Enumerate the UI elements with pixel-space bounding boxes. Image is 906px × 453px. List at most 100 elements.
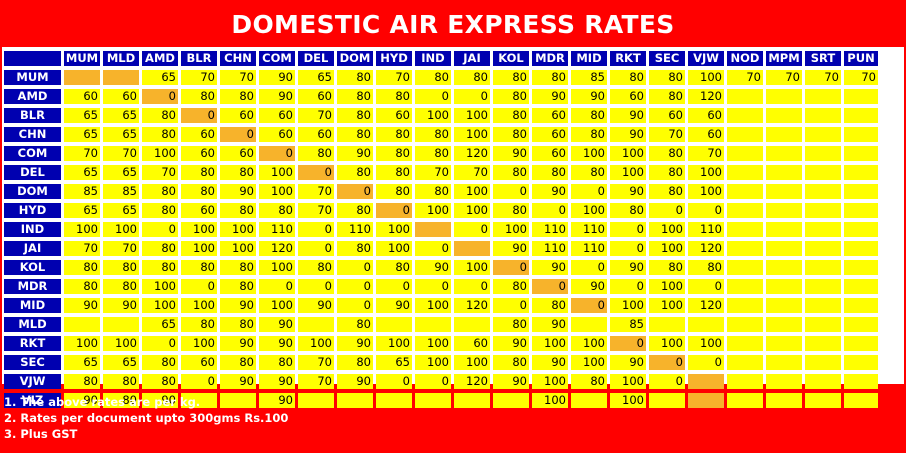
rate-cell: 0 (415, 89, 451, 104)
rate-cell: 100 (298, 336, 334, 351)
rate-cell: 70 (298, 355, 334, 370)
rate-cell (766, 203, 802, 218)
rate-cell: 80 (649, 89, 685, 104)
rate-cell: 85 (64, 184, 100, 199)
rate-cell: 70 (298, 184, 334, 199)
rate-cell: 90 (532, 355, 568, 370)
rate-cell: 110 (532, 222, 568, 237)
rate-cell: 100 (610, 298, 646, 313)
rate-cell (766, 184, 802, 199)
rate-cell: 0 (142, 336, 178, 351)
rate-cell: 80 (181, 165, 217, 180)
rate-cell: 100 (64, 336, 100, 351)
column-header-srt: SRT (805, 51, 841, 66)
rate-cell (688, 393, 724, 408)
rate-cell: 80 (337, 241, 373, 256)
rate-cell (766, 298, 802, 313)
rate-cell: 100 (610, 146, 646, 161)
page-title: DOMESTIC AIR EXPRESS RATES (231, 10, 675, 39)
rate-cell: 60 (649, 108, 685, 123)
rate-cell: 60 (532, 108, 568, 123)
rate-cell: 100 (532, 336, 568, 351)
rate-cell: 65 (103, 165, 139, 180)
rate-cell: 70 (649, 127, 685, 142)
rate-cell: 90 (337, 146, 373, 161)
rate-cell: 70 (64, 146, 100, 161)
rate-cell: 80 (142, 241, 178, 256)
rate-cell: 80 (376, 127, 412, 142)
rate-cell: 100 (376, 336, 412, 351)
column-header-mpm: MPM (766, 51, 802, 66)
rate-cell: 60 (220, 146, 256, 161)
rate-cell: 80 (337, 70, 373, 85)
rate-cell: 80 (493, 70, 529, 85)
rate-cell: 90 (493, 374, 529, 389)
rate-cell (376, 393, 412, 408)
row-label-hyd: HYD (4, 203, 61, 218)
row-label-mld: MLD (4, 317, 61, 332)
rate-cell (844, 317, 878, 332)
rate-cell: 0 (415, 279, 451, 294)
row-label-mdr: MDR (4, 279, 61, 294)
column-header-vjw: VJW (688, 51, 724, 66)
column-header-rkt: RKT (610, 51, 646, 66)
row-label-dom: DOM (4, 184, 61, 199)
column-header-nod: NOD (727, 51, 763, 66)
rate-cell: 90 (64, 298, 100, 313)
rate-cell (649, 317, 685, 332)
rate-cell: 80 (493, 108, 529, 123)
rate-cell: 65 (298, 70, 334, 85)
rate-cell: 60 (259, 127, 295, 142)
rate-cell: 80 (415, 146, 451, 161)
rate-cell: 100 (454, 127, 490, 142)
rate-cell: 60 (532, 127, 568, 142)
rate-cell: 100 (259, 260, 295, 275)
column-header-ind: IND (415, 51, 451, 66)
rate-cell: 100 (142, 279, 178, 294)
rate-cell: 65 (103, 127, 139, 142)
rate-cell: 80 (415, 127, 451, 142)
rate-cell (727, 298, 763, 313)
rate-cell: 80 (649, 165, 685, 180)
table-row: MLD 65 80 80 90 80 80 90 85 (4, 317, 878, 332)
rate-cell: 100 (688, 70, 724, 85)
note-2: 2. Rates per document upto 300gms Rs.100 (4, 411, 289, 425)
rate-cell (727, 127, 763, 142)
rate-cell: 0 (337, 298, 373, 313)
table-row: KOL 80 80 80 80 80 100 80 0 80 90 100 0 90 0 90 80 80 (4, 260, 878, 275)
rate-cell: 70 (298, 108, 334, 123)
rate-cell: 65 (103, 203, 139, 218)
rate-cell: 100 (415, 108, 451, 123)
rate-cell: 90 (610, 355, 646, 370)
rate-cell: 110 (571, 222, 607, 237)
rate-cell: 90 (532, 89, 568, 104)
rate-cell (766, 279, 802, 294)
rate-cell (844, 298, 878, 313)
table-row: RKT 100 100 0 100 90 90 100 90 100 100 60 90 100 100 0 1… (4, 336, 878, 351)
rate-cell: 0 (649, 203, 685, 218)
rate-cell (571, 317, 607, 332)
row-label-chn: CHN (4, 127, 61, 142)
rate-cell: 80 (493, 317, 529, 332)
rate-cell: 65 (142, 70, 178, 85)
column-header-del: DEL (298, 51, 334, 66)
column-header-mid: MID (571, 51, 607, 66)
rate-cell: 80 (64, 260, 100, 275)
rate-cell: 80 (220, 165, 256, 180)
rate-cell: 100 (415, 203, 451, 218)
rate-cell: 100 (415, 298, 451, 313)
rate-cell: 80 (220, 355, 256, 370)
rate-cell: 80 (220, 203, 256, 218)
rate-cell: 100 (571, 146, 607, 161)
rate-cell (805, 108, 841, 123)
notes: 1. The above rates are per kg. 2. Rates … (4, 394, 288, 442)
rate-cell (727, 279, 763, 294)
rate-cell (766, 336, 802, 351)
rate-cell: 65 (64, 108, 100, 123)
rate-cell (766, 127, 802, 142)
rate-cell: 70 (454, 165, 490, 180)
rate-cell (649, 393, 685, 408)
rate-cell: 120 (688, 241, 724, 256)
rate-cell: 100 (376, 222, 412, 237)
